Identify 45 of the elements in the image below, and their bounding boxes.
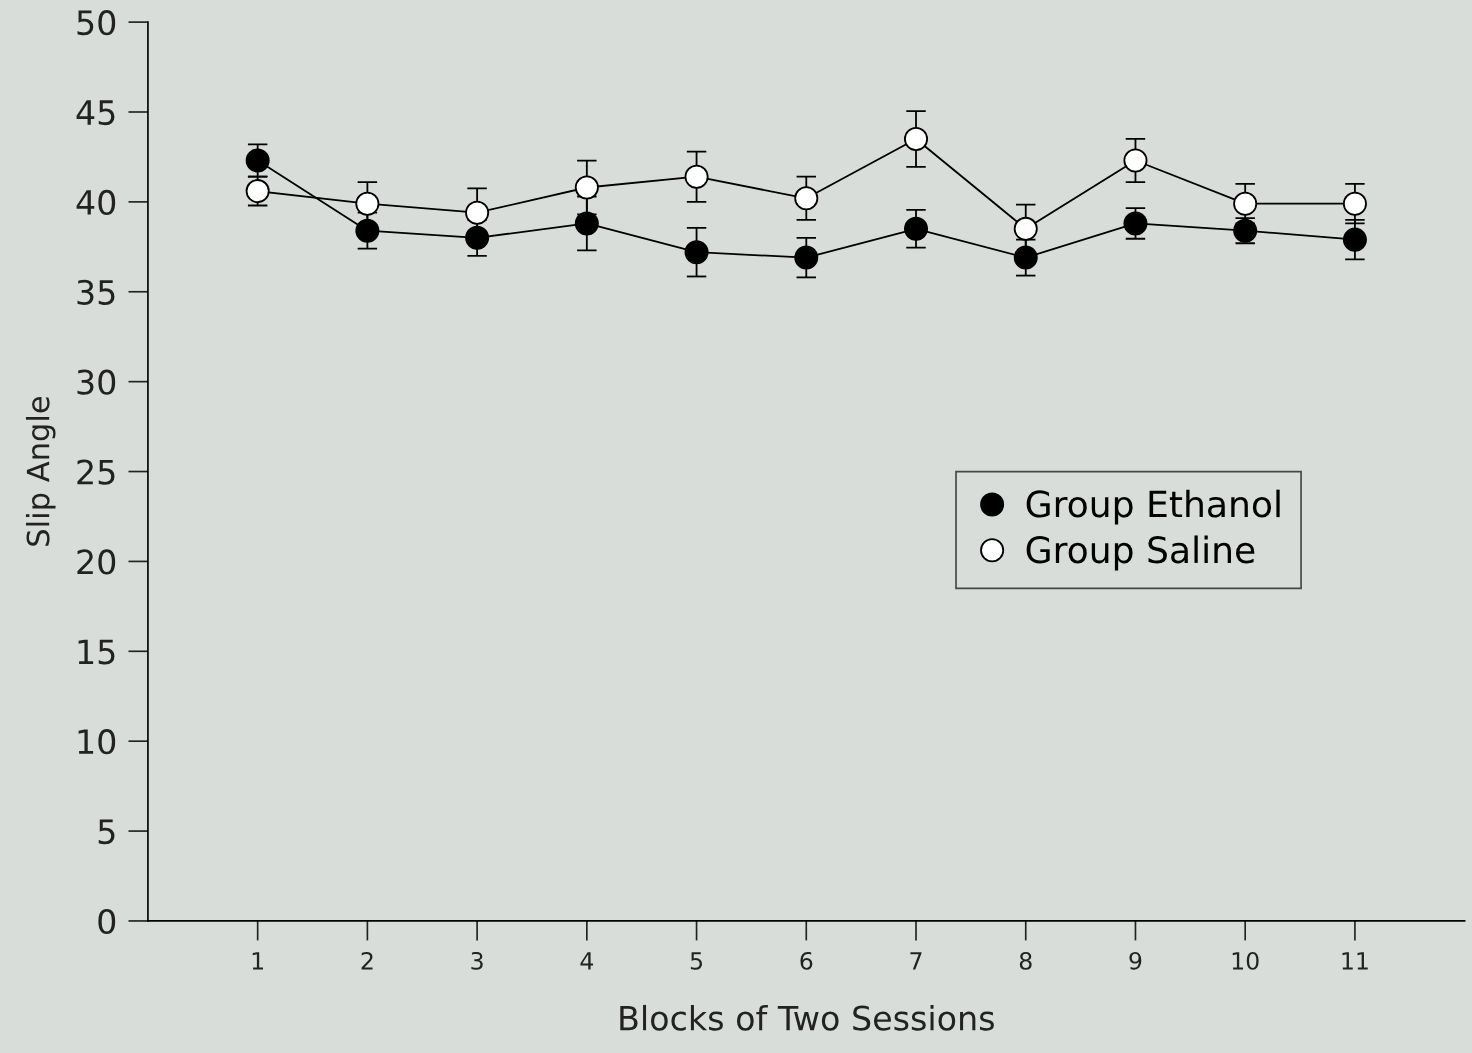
point xyxy=(794,186,819,211)
point xyxy=(465,200,490,225)
y-tick-label: 25 xyxy=(77,459,115,485)
point xyxy=(574,175,599,200)
y-tick-label: 30 xyxy=(77,369,116,395)
point xyxy=(903,216,929,241)
y-tick-label: 50 xyxy=(77,10,116,36)
y-tick-label: 10 xyxy=(78,729,116,755)
y-tick-label: 20 xyxy=(77,549,116,575)
x-tick-label: 9 xyxy=(1129,951,1142,970)
point xyxy=(574,211,599,236)
y-axis-title: Slip Angle xyxy=(25,396,56,546)
legend-label: Group Saline xyxy=(1026,535,1255,571)
point xyxy=(1013,245,1038,270)
x-tick-label: 10 xyxy=(1232,951,1259,970)
point xyxy=(1233,191,1258,216)
x-tick-label: 7 xyxy=(910,952,922,970)
y-tick-label: 40 xyxy=(76,189,116,216)
point xyxy=(355,218,380,243)
y-tick-label: 0 xyxy=(98,908,116,935)
x-tick-label: 3 xyxy=(471,951,483,970)
x-tick-label: 5 xyxy=(690,952,703,970)
point xyxy=(794,245,819,270)
point xyxy=(245,148,270,173)
x-tick-label: 8 xyxy=(1019,951,1032,970)
point xyxy=(1342,191,1367,216)
x-tick-label: 6 xyxy=(800,951,813,970)
y-tick-label: 35 xyxy=(77,279,115,305)
point xyxy=(355,191,380,216)
x-tick-label: 11 xyxy=(1342,952,1368,970)
point xyxy=(1342,227,1367,252)
y-tick-label: 15 xyxy=(78,639,115,665)
point xyxy=(684,240,709,265)
point xyxy=(903,126,929,151)
point xyxy=(684,164,709,189)
point xyxy=(465,225,490,250)
legend-label: Group Ethanol xyxy=(1026,489,1280,525)
point xyxy=(1123,148,1148,173)
x-axis-title: Blocks of Two Sessions xyxy=(620,1004,994,1031)
x-tick-label: 4 xyxy=(580,952,594,970)
y-tick-label: 5 xyxy=(98,819,115,845)
x-tick-label: 1 xyxy=(252,952,263,970)
y-tick-label: 45 xyxy=(76,100,115,126)
point xyxy=(1013,216,1038,241)
x-tick-label: 2 xyxy=(361,951,373,970)
